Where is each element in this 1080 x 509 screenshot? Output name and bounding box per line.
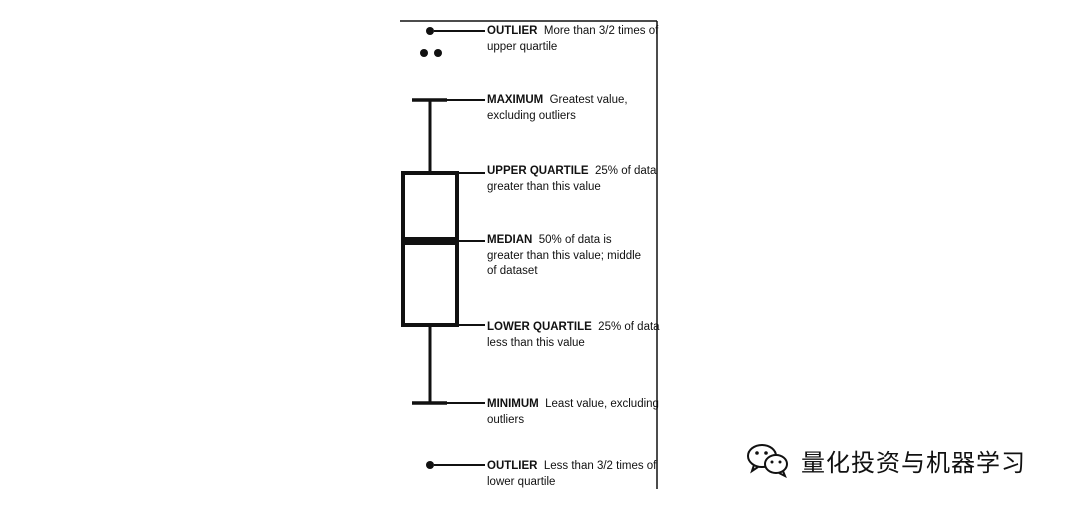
label-minimum: MINIMUM Least value, excluding outliers	[487, 397, 667, 428]
label-outlier-top: OUTLIER More than 3/2 times of upper qua…	[487, 24, 667, 55]
outlier-point-top	[434, 49, 442, 57]
label-text: 25% of data greater than this value	[487, 165, 657, 193]
label-median: MEDIAN 50% of data is greater than this …	[487, 233, 647, 280]
label-head: MEDIAN	[487, 234, 533, 246]
watermark-text: 量化投资与机器学习	[801, 448, 1026, 477]
wechat-icon	[747, 444, 788, 478]
label-text: More than 3/2 times of upper quartile	[487, 25, 659, 53]
label-text: 25% of data less than this value	[487, 321, 660, 349]
watermark: 量化投资与机器学习	[745, 442, 1026, 478]
outlier-point-bottom	[426, 461, 434, 469]
label-outlier-bottom: OUTLIER Less than 3/2 times of lower qua…	[487, 459, 667, 490]
label-text: 50% of data is greater than this value; …	[487, 234, 642, 277]
outlier-point-top	[426, 27, 434, 35]
label-text: Less than 3/2 times of lower quartile	[487, 460, 657, 488]
label-head: MAXIMUM	[487, 94, 544, 106]
label-head: UPPER QUARTILE	[487, 165, 589, 177]
label-head: OUTLIER	[487, 460, 538, 472]
lower-box	[401, 241, 459, 327]
outlier-point-top	[420, 49, 428, 57]
label-head: OUTLIER	[487, 25, 538, 37]
label-head: LOWER QUARTILE	[487, 321, 592, 333]
label-lower-quartile: LOWER QUARTILE 25% of data less than thi…	[487, 320, 667, 351]
label-maximum: MAXIMUM Greatest value, excluding outlie…	[487, 93, 667, 124]
upper-box	[401, 171, 459, 241]
label-head: MINIMUM	[487, 398, 539, 410]
label-text: Least value, excluding outliers	[487, 398, 659, 426]
label-upper-quartile: UPPER QUARTILE 25% of data greater than …	[487, 164, 667, 195]
label-text: Greatest value, excluding outliers	[487, 94, 628, 122]
